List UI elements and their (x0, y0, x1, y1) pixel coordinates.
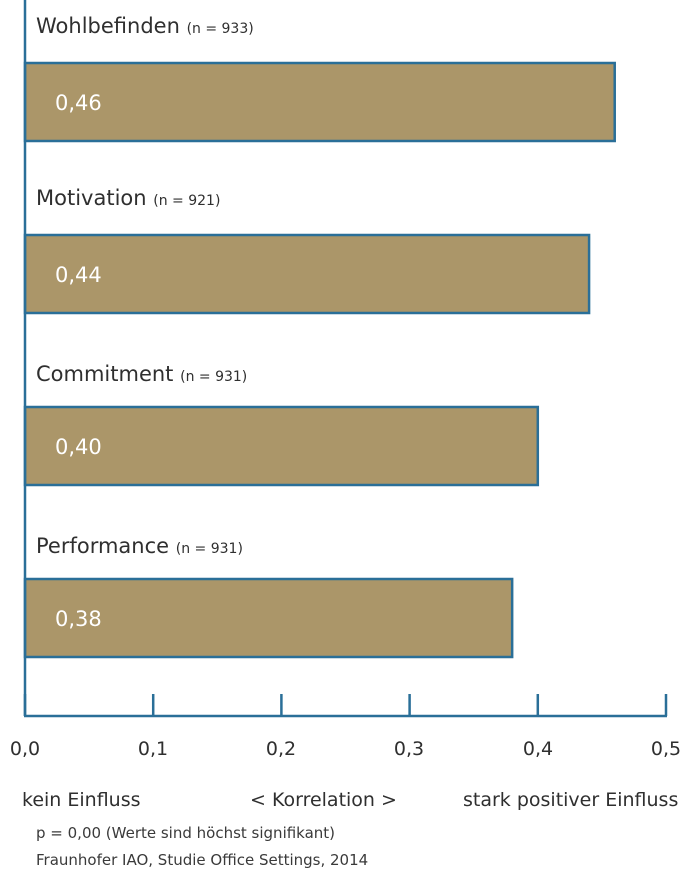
category-name: Commitment (36, 362, 174, 386)
sample-size: (n = 933) (186, 21, 254, 37)
category-label-performance: Performance (n = 931) (36, 534, 243, 558)
bar-value-label: 0,44 (55, 263, 102, 287)
x-tick-label: 0,5 (650, 738, 682, 760)
bar (23, 233, 591, 315)
category-label-motivation: Motivation (n = 921) (36, 186, 220, 210)
category-name: Wohlbefinden (36, 14, 180, 38)
axis-caption-center: < Korrelation > (250, 789, 397, 811)
bar-value-label: 0,38 (55, 607, 102, 631)
x-tick-label: 0,4 (522, 738, 554, 760)
bar-value-label: 0,40 (55, 435, 102, 459)
category-label-wohlbefinden: Wohlbefinden (n = 933) (36, 14, 254, 38)
x-tick-label: 0,1 (137, 738, 169, 760)
source-note: Fraunhofer IAO, Studie Office Settings, … (36, 851, 369, 869)
x-tick-label: 0,2 (265, 738, 297, 760)
category-name: Motivation (36, 186, 147, 210)
bar (23, 577, 514, 659)
axis-caption-right: stark positiver Einfluss (463, 789, 679, 811)
bar (23, 61, 616, 143)
category-name: Performance (36, 534, 170, 558)
axis-caption-left: kein Einfluss (22, 789, 141, 811)
x-tick-label: 0,0 (9, 738, 41, 760)
category-label-commitment: Commitment (n = 931) (36, 362, 247, 386)
significance-note: p = 0,00 (Werte sind höchst signifikant) (36, 824, 336, 842)
sample-size: (n = 931) (175, 541, 243, 557)
sample-size: (n = 931) (180, 369, 248, 385)
bar-value-label: 0,46 (55, 91, 102, 115)
sample-size: (n = 921) (153, 193, 221, 209)
bar (23, 405, 540, 487)
x-tick-label: 0,3 (393, 738, 425, 760)
